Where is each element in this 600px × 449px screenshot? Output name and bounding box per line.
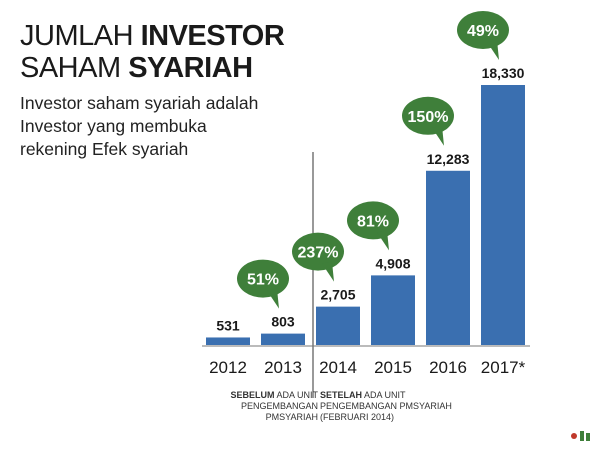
note-after-unit: SETELAH ADA UNIT PENGEMBANGAN PMSYARIAH … [320, 390, 470, 423]
x-tick-label: 2014 [319, 358, 357, 377]
value-label: 12,283 [427, 151, 470, 167]
value-label: 18,330 [482, 65, 525, 81]
bar-2015 [371, 275, 415, 345]
growth-label: 237% [298, 245, 339, 262]
growth-bubble: 237% [292, 232, 344, 282]
growth-bubble: 150% [402, 96, 454, 146]
subtitle-line-3: rekening Efek syariah [20, 139, 189, 159]
growth-bubble: 51% [237, 259, 289, 309]
value-label: 803 [271, 314, 295, 330]
growth-bubble: 81% [347, 201, 399, 251]
chart-title: JUMLAH INVESTOR SAHAM SYARIAH [20, 20, 285, 84]
value-label: 4,908 [375, 255, 410, 271]
x-tick-label: 2012 [209, 358, 247, 377]
note-after-line3: (FEBRUARI 2014) [320, 412, 395, 422]
growth-label: 81% [357, 213, 389, 230]
note-before-bold: SEBELUM [230, 390, 275, 400]
bar-2013 [261, 333, 305, 345]
bar-2016 [426, 170, 470, 345]
subtitle-line-2: Investor yang membuka [20, 116, 207, 136]
value-label: 531 [216, 317, 240, 333]
x-tick-label: 2017* [481, 358, 526, 377]
subtitle-line-1: Investor saham syariah adalah [20, 93, 259, 113]
title-line1-bold: INVESTOR [140, 20, 285, 52]
x-tick-label: 2015 [374, 358, 412, 377]
growth-label: 51% [247, 272, 279, 289]
growth-bubble: 49% [457, 11, 509, 60]
x-tick-label: 2016 [429, 358, 467, 377]
title-line2-bold: SYARIAH [128, 52, 253, 84]
bars-group: 531 2012 803 2013 51% 2,705 2014 237% 4,908 2015 8… [206, 11, 526, 377]
bar-2012 [206, 337, 250, 345]
note-after-rest: ADA UNIT [362, 390, 406, 400]
value-label: 2,705 [320, 287, 355, 303]
growth-label: 150% [408, 109, 449, 126]
note-before-unit: SEBELUM ADA UNIT PENGEMBANGAN PMSYARIAH [190, 390, 318, 423]
note-before-rest: ADA UNIT [274, 390, 318, 400]
bar-2014 [316, 306, 360, 345]
chart-subtitle: Investor saham syariah adalah Investor y… [20, 92, 258, 161]
growth-label: 49% [467, 23, 499, 40]
note-after-line2: PENGEMBANGAN PMSYARIAH [320, 401, 452, 411]
bar-2017* [481, 85, 525, 345]
brand-logo-icon [571, 431, 590, 441]
title-line1-light: JUMLAH [20, 20, 141, 52]
x-tick-label: 2013 [264, 358, 302, 377]
note-before-line2: PENGEMBANGAN PMSYARIAH [240, 401, 318, 422]
note-after-bold: SETELAH [320, 390, 363, 400]
title-line2-light: SAHAM [20, 52, 129, 84]
